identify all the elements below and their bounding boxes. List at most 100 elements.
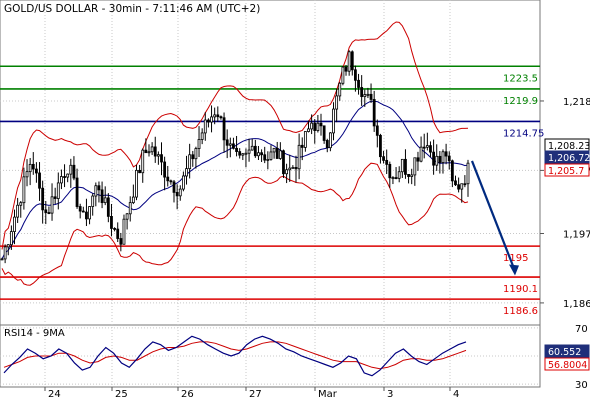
x-tick-label: 27 — [249, 389, 262, 400]
rsi-label: RSI14 - 9MA — [4, 328, 65, 339]
level-label: 1219.9 — [503, 96, 538, 107]
candle-body — [350, 51, 354, 71]
candle-body — [341, 66, 345, 84]
candle-body — [288, 167, 292, 171]
candle-body — [360, 87, 364, 98]
x-tick-label: 26 — [181, 389, 194, 400]
y-tick-label: 1,197 — [563, 229, 590, 240]
candle-body — [303, 131, 307, 148]
candle-body — [379, 134, 382, 158]
candle-body — [144, 149, 148, 154]
axis-labels: 24252627Mar341,2181,2071,1971,1867050301… — [44, 97, 590, 400]
candle-body — [203, 119, 207, 134]
candle-body — [410, 174, 414, 177]
candle-body — [369, 93, 373, 100]
x-tick-label: 4 — [453, 389, 459, 400]
candle-body — [266, 159, 270, 161]
candle-body — [282, 150, 285, 175]
candle-body — [131, 196, 135, 204]
candle-body — [103, 197, 107, 204]
rsi-value-tag — [544, 357, 590, 371]
candle-body — [135, 169, 138, 198]
candle-body — [338, 82, 342, 97]
price-tag — [544, 150, 590, 164]
candle-body — [253, 145, 257, 157]
candle-body — [228, 143, 232, 146]
candle-body — [6, 244, 10, 248]
candle-body — [91, 195, 95, 207]
candle-body — [94, 185, 98, 197]
candle-body — [344, 66, 348, 72]
price-tag-label: 1,205.7 — [548, 166, 584, 177]
chart-title: GOLD/US DOLLAR - 30min - 7:11:46 AM (UTC… — [4, 3, 260, 15]
candle-body — [272, 147, 276, 153]
candle-body — [432, 151, 435, 166]
rsi-value-tag — [544, 344, 590, 358]
candle-body — [147, 151, 151, 154]
price-tag — [544, 163, 590, 177]
candle-body — [85, 211, 88, 220]
candle-body — [335, 95, 339, 110]
candle-body — [72, 164, 76, 179]
candle-body — [22, 176, 26, 204]
candle-body — [407, 173, 410, 177]
level-label: 1214.75 — [503, 128, 544, 139]
candle-body — [113, 228, 116, 230]
candle-body — [178, 188, 182, 197]
candle-body — [19, 202, 23, 206]
x-tick-label: 24 — [48, 389, 61, 400]
candle-body — [166, 176, 170, 182]
candle-body — [466, 162, 470, 185]
candle-body — [69, 164, 73, 175]
candle-body — [244, 152, 248, 155]
candle-body — [422, 146, 426, 149]
candle-body — [397, 171, 401, 179]
candle-body — [197, 139, 201, 149]
candle-body — [325, 140, 329, 149]
candle-body — [460, 183, 464, 190]
candle-body — [310, 122, 314, 130]
candle-body — [354, 69, 357, 81]
candle-body — [450, 160, 454, 182]
rsi-value-tag-label: 56.8004 — [548, 360, 587, 371]
candle-body — [269, 151, 273, 160]
y-tick-label: 1,218 — [563, 97, 590, 108]
candle-body — [163, 161, 167, 178]
candle-body — [394, 177, 398, 179]
rsi-ma-line — [3, 341, 467, 370]
candle-body — [122, 218, 126, 245]
candle-body — [125, 213, 129, 220]
candle-body — [250, 145, 254, 151]
price-tag-label: 1,208.23 — [548, 141, 590, 152]
bollinger-upper — [1, 21, 469, 250]
candle-body — [435, 155, 439, 166]
candle-body — [216, 114, 220, 118]
candle-body — [63, 176, 66, 178]
candle-body — [75, 177, 79, 207]
candle-body — [275, 147, 279, 159]
candle-body — [441, 151, 445, 163]
rsi-y-tick-label: 30 — [575, 380, 588, 391]
candle-body — [238, 151, 242, 156]
candle-body — [328, 132, 332, 149]
candle-body — [382, 156, 385, 161]
candle-body — [35, 168, 38, 174]
candle-body — [219, 116, 223, 119]
x-tick-label: Mar — [318, 389, 338, 400]
candle-body — [141, 149, 145, 174]
candle-body — [81, 210, 85, 213]
candle-body — [413, 157, 417, 176]
candle-body — [366, 93, 370, 96]
candle-body — [363, 94, 367, 98]
candle-body — [128, 202, 132, 215]
x-tick-label: 25 — [115, 389, 128, 400]
candle-body — [347, 51, 351, 72]
candle-body — [31, 163, 35, 170]
candle-body — [438, 155, 442, 163]
candle-body — [185, 168, 188, 177]
candle-body — [300, 144, 304, 148]
candle-body — [116, 228, 120, 239]
candle-body — [225, 139, 229, 146]
candle-body — [388, 163, 392, 179]
candle-body — [375, 125, 379, 136]
